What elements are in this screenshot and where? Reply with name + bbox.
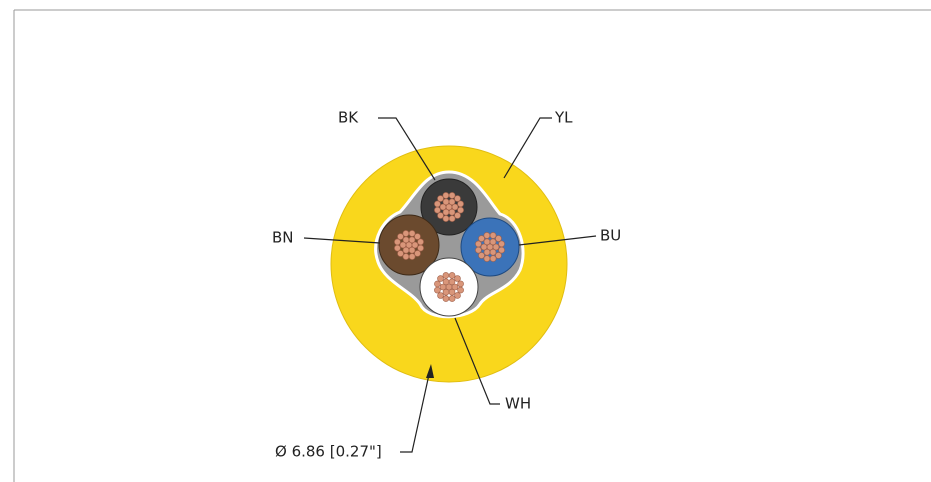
- label-yl: YL: [554, 109, 573, 127]
- strand: [448, 272, 456, 279]
- leader-bn: [303, 237, 381, 244]
- strand: [448, 208, 456, 216]
- strand: [498, 240, 505, 248]
- leader-wh: [454, 317, 500, 405]
- strand: [442, 295, 450, 302]
- strand: [397, 250, 404, 257]
- label-bu: BU: [600, 227, 621, 245]
- strand: [475, 246, 482, 254]
- strand: [498, 246, 505, 254]
- strand: [408, 236, 416, 244]
- strand: [451, 283, 459, 291]
- strand: [448, 278, 456, 286]
- strand: [442, 215, 450, 222]
- strand: [454, 275, 461, 282]
- strand: [489, 238, 497, 246]
- strand: [408, 253, 416, 260]
- strand: [442, 208, 450, 216]
- leader-bu: [518, 235, 597, 246]
- strand: [414, 250, 421, 257]
- label-wh: WH: [505, 395, 531, 413]
- strand: [454, 292, 461, 299]
- strand: [451, 203, 459, 211]
- strand: [489, 232, 497, 239]
- strand: [448, 215, 456, 222]
- leader-bk: [378, 117, 436, 181]
- strand: [434, 280, 441, 288]
- strand: [437, 195, 444, 202]
- strand: [399, 241, 407, 249]
- strand: [417, 244, 424, 252]
- strand: [402, 253, 410, 260]
- strand: [402, 230, 410, 237]
- label-bk: BK: [338, 109, 359, 127]
- strand: [489, 248, 497, 256]
- strand: [442, 192, 450, 199]
- strand: [492, 243, 500, 251]
- strand: [457, 206, 464, 214]
- strand: [457, 200, 464, 208]
- strand: [442, 272, 450, 279]
- strand: [478, 235, 485, 242]
- strand: [483, 238, 491, 246]
- strand: [434, 200, 441, 208]
- label-diameter: Ø 6.86 [0.27"]: [275, 443, 382, 461]
- strand: [439, 283, 447, 291]
- strand: [408, 230, 416, 237]
- strand: [495, 235, 502, 242]
- strand: [454, 212, 461, 219]
- strand: [434, 206, 441, 214]
- strand: [437, 275, 444, 282]
- strand: [442, 198, 450, 206]
- strand: [408, 246, 416, 254]
- strand: [394, 244, 401, 252]
- strand: [434, 286, 441, 294]
- strand: [417, 238, 424, 246]
- leader-yl: [503, 117, 552, 179]
- strand: [489, 255, 497, 262]
- strand: [437, 292, 444, 299]
- strand: [442, 288, 450, 296]
- strand: [480, 243, 488, 251]
- strand: [439, 203, 447, 211]
- strand: [483, 255, 491, 262]
- strand: [402, 236, 410, 244]
- strand: [402, 246, 410, 254]
- label-bn: BN: [272, 229, 294, 247]
- strand: [483, 232, 491, 239]
- strand: [483, 248, 491, 256]
- strand: [457, 286, 464, 294]
- strand: [448, 295, 456, 302]
- strand: [448, 192, 456, 199]
- strand: [448, 288, 456, 296]
- strand: [397, 233, 404, 240]
- arrow-diameter: [426, 364, 434, 378]
- copper-strands: [394, 192, 505, 302]
- core-filler: [374, 170, 525, 319]
- strand: [442, 278, 450, 286]
- strand: [495, 252, 502, 259]
- strand: [478, 252, 485, 259]
- strand: [394, 238, 401, 246]
- strand: [448, 198, 456, 206]
- leader-diameter: [400, 369, 431, 453]
- strand: [414, 233, 421, 240]
- strand: [437, 212, 444, 219]
- strand: [454, 195, 461, 202]
- strand: [475, 240, 482, 248]
- strand: [411, 241, 419, 249]
- strand: [457, 280, 464, 288]
